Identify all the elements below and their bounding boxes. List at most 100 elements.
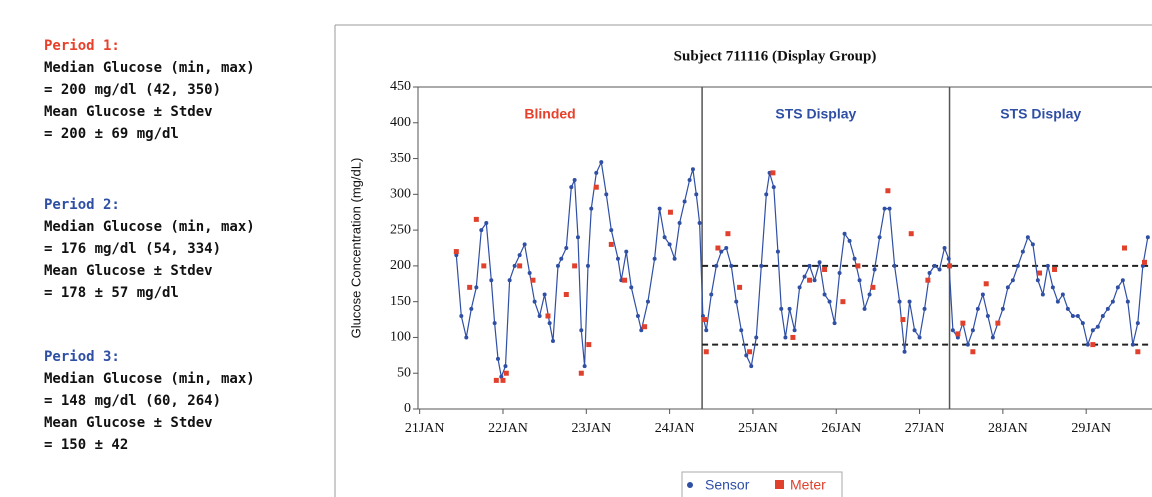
sensor-point bbox=[1125, 299, 1130, 304]
sensor-point bbox=[739, 328, 744, 333]
sensor-point bbox=[980, 292, 985, 297]
sensor-point bbox=[1010, 278, 1015, 283]
x-tick-label: 23JAN bbox=[571, 421, 611, 436]
sensor-point bbox=[635, 313, 640, 318]
sensor-point bbox=[697, 220, 702, 225]
meter-point bbox=[530, 277, 536, 283]
sensor-point bbox=[832, 321, 837, 326]
y-tick-label: 50 bbox=[397, 365, 411, 380]
meter-point bbox=[703, 349, 709, 355]
summary-line: = 176 mg/dl (54, 334) bbox=[44, 241, 221, 257]
y-tick-label: 300 bbox=[390, 187, 411, 202]
legend-items: Sensor Meter bbox=[687, 477, 826, 493]
sensor-point bbox=[1060, 292, 1065, 297]
sensor-point bbox=[1100, 313, 1105, 318]
sensor-point bbox=[877, 235, 882, 240]
sensor-point bbox=[569, 185, 574, 190]
sensor-point bbox=[1040, 292, 1045, 297]
sensor-point bbox=[857, 278, 862, 283]
sensor-point bbox=[1110, 299, 1115, 304]
meter-point bbox=[586, 342, 592, 348]
meter-point bbox=[770, 170, 776, 176]
summary-line: = 150 ± 42 bbox=[44, 437, 128, 453]
x-tick-label: 26JAN bbox=[821, 421, 861, 436]
meter-point bbox=[593, 184, 599, 190]
y-axis-label: Glucose Concentration (mg/dL) bbox=[348, 158, 363, 339]
sensor-point bbox=[1020, 249, 1025, 254]
x-tick-label: 29JAN bbox=[1071, 421, 1111, 436]
sensor-point bbox=[604, 192, 609, 197]
sensor-point bbox=[1015, 263, 1020, 268]
summary-line: Mean Glucose ± Stdev bbox=[44, 415, 213, 431]
sensor-point bbox=[1025, 235, 1030, 240]
sensor-point bbox=[582, 364, 587, 369]
sensor-point bbox=[615, 256, 620, 261]
x-tick-label: 22JAN bbox=[488, 421, 528, 436]
sensor-point bbox=[764, 192, 769, 197]
sensor-point bbox=[990, 335, 995, 340]
y-tick-label: 150 bbox=[390, 294, 411, 309]
sensor-point bbox=[1095, 324, 1100, 329]
meter-point bbox=[947, 263, 953, 269]
sensor-point bbox=[812, 278, 817, 283]
sensor-point bbox=[495, 356, 500, 361]
sensor-point bbox=[1035, 278, 1040, 283]
sensor-point bbox=[555, 263, 560, 268]
meter-point bbox=[900, 317, 906, 323]
sensor-point bbox=[704, 328, 709, 333]
meter-point bbox=[737, 284, 743, 290]
sensor-point bbox=[965, 342, 970, 347]
sensor-point bbox=[734, 299, 739, 304]
sensor-point bbox=[1115, 285, 1120, 290]
sensor-point bbox=[547, 321, 552, 326]
plot: 0 50 100 150 200 250 300 350 400 450 21JAN 22JAN 23J… bbox=[390, 79, 1152, 436]
sensor-point bbox=[690, 167, 695, 172]
sensor-point bbox=[897, 299, 902, 304]
sensor-point bbox=[724, 246, 729, 250]
meter-point bbox=[840, 299, 846, 305]
sensor-point bbox=[842, 231, 847, 236]
sensor-point bbox=[754, 335, 759, 340]
sensor-point bbox=[1085, 342, 1090, 347]
meter-point bbox=[885, 188, 891, 194]
sensor-point bbox=[771, 185, 776, 190]
meter-point bbox=[517, 263, 523, 269]
sensor-point bbox=[807, 263, 812, 268]
meter-point bbox=[983, 281, 989, 287]
meter-point bbox=[1135, 349, 1141, 355]
x-tick-label: 25JAN bbox=[738, 421, 778, 436]
sensor-point bbox=[559, 256, 564, 261]
meter-point bbox=[572, 263, 578, 269]
sensor-point bbox=[1000, 306, 1005, 311]
meter-point bbox=[807, 277, 813, 283]
meter-point bbox=[545, 313, 551, 319]
meter-point bbox=[925, 277, 931, 283]
summary-line: Median Glucose (min, max) bbox=[44, 371, 255, 387]
sensor-point bbox=[652, 256, 657, 261]
sensor-point bbox=[572, 178, 577, 183]
meter-point bbox=[473, 216, 479, 222]
sensor-point bbox=[787, 306, 792, 311]
sensor-point bbox=[1130, 342, 1135, 347]
sensor-point bbox=[797, 285, 802, 290]
meter-point bbox=[715, 245, 721, 251]
sensor-point bbox=[537, 313, 542, 318]
legend-label: Meter bbox=[790, 477, 826, 493]
sensor-point bbox=[657, 206, 662, 211]
sensor-point bbox=[682, 199, 687, 204]
sensor-point bbox=[585, 263, 590, 268]
meter-point bbox=[622, 277, 628, 283]
sensor-point bbox=[1135, 321, 1140, 326]
meter-point bbox=[1122, 245, 1128, 251]
meter-point bbox=[453, 249, 459, 255]
period-label: Period 2: bbox=[44, 197, 120, 213]
meter-point bbox=[747, 349, 753, 355]
legend-marker bbox=[775, 480, 784, 489]
region-label: Blinded bbox=[524, 106, 575, 122]
summary-line: Median Glucose (min, max) bbox=[44, 219, 255, 235]
meter-point bbox=[667, 209, 673, 215]
sensor-point bbox=[677, 220, 682, 225]
sensor-point bbox=[867, 292, 872, 297]
sensor-point bbox=[882, 206, 887, 211]
sensor-point bbox=[624, 249, 629, 254]
